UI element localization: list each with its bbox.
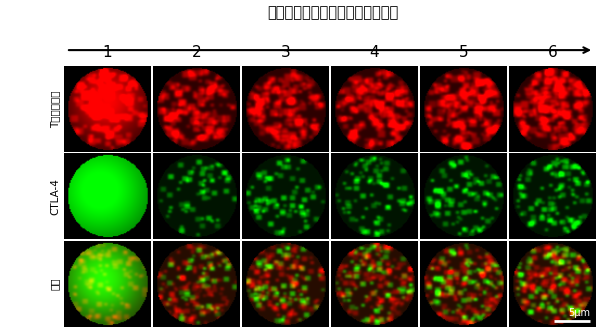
Text: 6: 6: [548, 45, 557, 60]
Text: 重ね: 重ね: [50, 277, 60, 290]
Text: T細脹受容体: T細脹受容体: [50, 90, 60, 128]
Text: 5μm: 5μm: [569, 308, 590, 318]
Text: 3: 3: [281, 45, 290, 60]
Text: 1: 1: [103, 45, 112, 60]
Text: 5: 5: [458, 45, 469, 60]
Text: CTLA-4: CTLA-4: [50, 178, 60, 215]
Text: 4: 4: [370, 45, 379, 60]
Text: 2: 2: [191, 45, 202, 60]
Text: 人工脂質膜接着からの時間（分）: 人工脂質膜接着からの時間（分）: [268, 5, 398, 20]
